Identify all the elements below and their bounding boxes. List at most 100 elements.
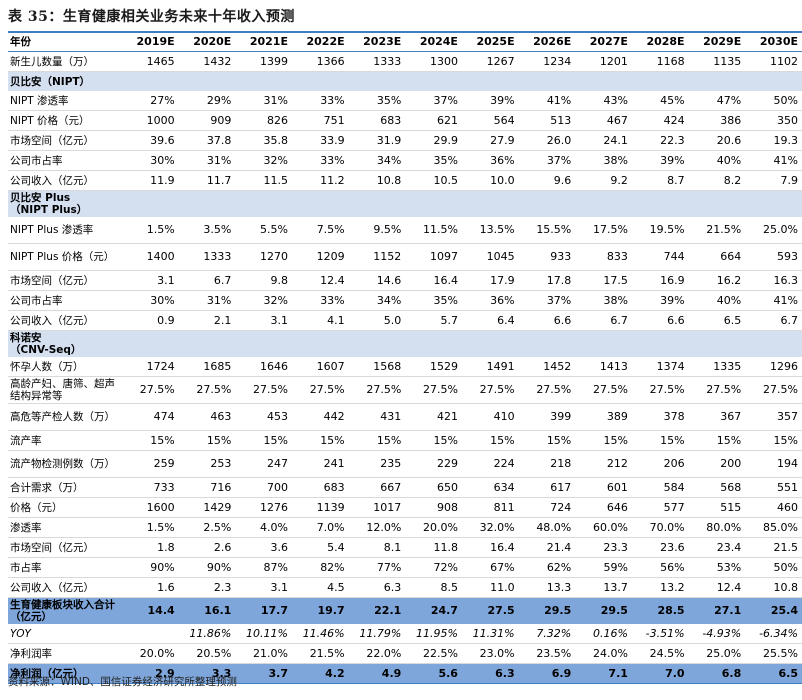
table-row: 市场空间（亿元） 1.8 2.6 3.6 5.4 8.1 11.8 16.4 21.4 23.3 2… — [8, 537, 802, 558]
table-cell: 21.0% — [235, 643, 292, 664]
table-row: 市场空间（亿元） 39.6 37.8 35.8 33.9 31.9 29.9 27.9 26.0… — [8, 130, 802, 151]
table-cell: 43% — [575, 91, 632, 111]
section-filler-cell — [122, 330, 179, 357]
table-cell: 621 — [405, 110, 462, 131]
table-cell: 13.2 — [631, 577, 689, 598]
section-filler-cell — [178, 71, 236, 91]
table-cell: 8.7 — [631, 170, 689, 191]
table-cell: 212 — [575, 450, 632, 478]
table-cell: 23.5% — [518, 643, 576, 664]
table-cell: 6.3 — [461, 663, 519, 684]
table-cell: 1607 — [291, 357, 349, 377]
table-cell: 11.95% — [405, 624, 462, 644]
table-cell: 25.4 — [745, 597, 802, 624]
table-row: 高危等产检人数（万） 474 463 453 442 431 421 410 399 389 378… — [8, 403, 802, 431]
header-year: 2022E — [291, 31, 349, 52]
table-cell: 724 — [518, 497, 576, 518]
table-cell: 11.46% — [291, 624, 349, 644]
section-filler-cell — [235, 71, 292, 91]
table-cell: 6.6 — [518, 310, 576, 331]
table-row: 市占率 90% 90% 87% 82% 77% 72% 67% 62% 59% 56% 53% 50% — [8, 557, 802, 578]
section-filler-cell — [745, 71, 802, 91]
table-cell: 593 — [745, 243, 802, 271]
row-label: YOY — [8, 624, 123, 644]
table-cell: 2.6 — [178, 537, 236, 558]
table-cell: 27.5% — [348, 376, 406, 404]
table-cell: 21.5% — [688, 217, 746, 244]
row-label: NIPT 价格（元） — [8, 110, 123, 131]
table-cell: 1333 — [348, 51, 406, 72]
section-filler-cell — [291, 71, 349, 91]
table-cell: 14.4 — [122, 597, 179, 624]
table-cell: 1400 — [122, 243, 179, 271]
table-cell: 27.5% — [518, 376, 576, 404]
table-cell: 833 — [575, 243, 632, 271]
table-cell: 1276 — [235, 497, 292, 518]
table-row: 公司市占率 30% 31% 32% 33% 34% 35% 36% 37% 38% 39% 40% 41… — [8, 290, 802, 311]
table-cell: 733 — [122, 477, 179, 498]
section-filler-cell — [235, 330, 292, 357]
table-cell: 41% — [518, 91, 576, 111]
table-cell: 36% — [461, 150, 519, 171]
section-filler-cell — [518, 190, 576, 217]
table-cell: 6.4 — [461, 310, 519, 331]
section-filler-cell — [575, 190, 632, 217]
table-cell: 601 — [575, 477, 632, 498]
table-cell: 646 — [575, 497, 632, 518]
table-cell: 13.3 — [518, 577, 576, 598]
table-cell: 253 — [178, 450, 236, 478]
table-cell: 41% — [745, 290, 802, 311]
table-cell: 16.3 — [745, 270, 802, 291]
table-cell: 20.5% — [178, 643, 236, 664]
table-cell: 37.8 — [178, 130, 236, 151]
table-cell: 59% — [575, 557, 632, 578]
table-row: 公司收入（亿元） 0.9 2.1 3.1 4.1 5.0 5.7 6.4 6.6 6.7 6.6 6.… — [8, 310, 802, 331]
table-row: 公司收入（亿元） 1.6 2.3 3.1 4.5 6.3 8.5 11.0 13.3 13.7 13… — [8, 577, 802, 598]
table-cell: 15% — [235, 430, 292, 451]
row-label: 流产率 — [8, 430, 123, 451]
table-cell: 20.0% — [122, 643, 179, 664]
table-cell: 17.9 — [461, 270, 519, 291]
table-cell: 4.9 — [348, 663, 406, 684]
row-label: 渗透率 — [8, 517, 123, 538]
table-cell: 27.5% — [575, 376, 632, 404]
section-filler-cell — [631, 71, 689, 91]
source-note: 资料来源：WIND、国信证券经济研究所整理预测 — [8, 676, 237, 688]
table-cell: 40% — [688, 150, 746, 171]
table-cell: 1.5% — [122, 217, 179, 244]
table-row: NIPT 价格（元） 1000 909 826 751 683 621 564 513 467 42… — [8, 110, 802, 131]
row-label: 公司收入（亿元） — [8, 577, 123, 598]
table-cell: 31% — [235, 91, 292, 111]
table-cell: 460 — [745, 497, 802, 518]
table-cell: 16.4 — [405, 270, 462, 291]
table-cell: 8.2 — [688, 170, 746, 191]
table-cell: 23.3 — [575, 537, 632, 558]
table-cell: 241 — [291, 450, 349, 478]
table-cell: 35% — [405, 150, 462, 171]
header-year: 2026E — [518, 31, 576, 52]
table-cell: 1333 — [178, 243, 236, 271]
row-label: 高龄产妇、唐筛、超声结构异常等 — [8, 376, 123, 404]
table-cell: 26.0 — [518, 130, 576, 151]
table-cell: 10.0 — [461, 170, 519, 191]
table-cell: 0.16% — [575, 624, 632, 644]
table-cell: 2.5% — [178, 517, 236, 538]
table-cell: 22.0% — [348, 643, 406, 664]
row-label: 净利润（亿元） — [8, 663, 123, 684]
table-row: 公司收入（亿元） 11.9 11.7 11.5 11.2 10.8 10.5 10.0 9.6 9… — [8, 170, 802, 191]
header-year: 2021E — [235, 31, 292, 52]
section-row: 科诺安 （CNV-Seq） — [8, 330, 802, 357]
table-cell: 37% — [518, 150, 576, 171]
section-label: 科诺安 （CNV-Seq） — [8, 330, 123, 357]
section-filler-cell — [575, 71, 632, 91]
table-cell: 11.9 — [122, 170, 179, 191]
table-cell: 7.0 — [631, 663, 689, 684]
header-label: 年份 — [8, 31, 123, 52]
table-cell: 1209 — [291, 243, 349, 271]
table-cell: 6.6 — [631, 310, 689, 331]
table-cell: 82% — [291, 557, 349, 578]
table-cell: 21.4 — [518, 537, 576, 558]
table-cell: 30% — [122, 290, 179, 311]
table-cell: 1685 — [178, 357, 236, 377]
row-label: 公司收入（亿元） — [8, 310, 123, 331]
